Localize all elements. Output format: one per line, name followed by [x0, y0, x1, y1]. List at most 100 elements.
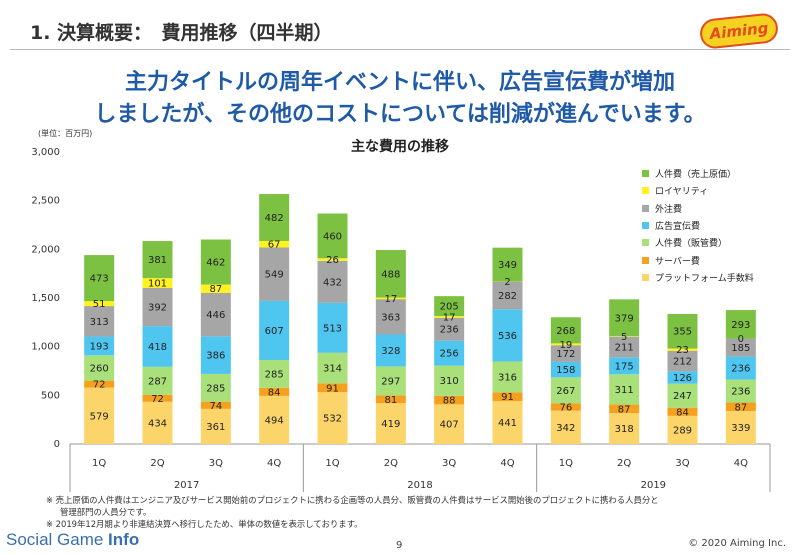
data-label: 0 — [738, 334, 744, 345]
bar-segment — [725, 310, 756, 339]
legend-label: 広告宣伝費 — [655, 222, 701, 233]
data-label: 386 — [206, 351, 225, 362]
bar-segment — [550, 345, 581, 362]
bar-segment — [84, 336, 115, 356]
data-label: 381 — [148, 255, 167, 266]
y-tick-label: 3,000 — [31, 147, 60, 158]
bar-segment — [609, 336, 640, 358]
bar-segment — [434, 316, 465, 318]
y-tick-label: 0 — [54, 439, 60, 450]
bar-segment — [667, 350, 698, 372]
bar-segment — [492, 401, 523, 444]
x-tick-label: 4Q — [734, 458, 748, 469]
data-label: 392 — [148, 303, 167, 314]
data-label: 349 — [498, 260, 517, 271]
bar-segment — [84, 380, 115, 388]
data-label: 579 — [90, 411, 109, 422]
data-label: 101 — [148, 279, 167, 290]
bar-segment — [609, 404, 640, 414]
data-label: 407 — [440, 420, 459, 431]
year-label: 2018 — [407, 480, 432, 491]
data-label: 212 — [673, 357, 692, 368]
data-label: 260 — [90, 363, 109, 374]
bar-segment — [259, 240, 290, 248]
x-tick-label: 2Q — [384, 458, 398, 469]
bar-segment — [84, 255, 115, 302]
data-label: 26 — [326, 255, 339, 266]
legend-swatch — [642, 273, 649, 281]
data-label: 310 — [440, 376, 459, 387]
bar-segment — [667, 407, 698, 416]
legend-item: 人件費（売上原価） — [642, 165, 754, 182]
legend-item: プラットフォーム手数料 — [642, 269, 754, 286]
data-label: 494 — [265, 415, 284, 426]
bar-segment — [317, 302, 348, 353]
bar-segment — [259, 300, 290, 361]
bar-segment — [317, 352, 348, 384]
data-label: 549 — [265, 270, 284, 281]
data-label: 158 — [556, 365, 575, 376]
data-label: 361 — [206, 422, 225, 433]
bar-segment — [200, 239, 231, 285]
chart-title: 主な費用の推移 — [351, 139, 449, 155]
bar-segment — [259, 360, 290, 388]
watermark-regular: Social Game — [6, 530, 109, 549]
data-label: 211 — [615, 343, 634, 354]
data-label: 205 — [440, 302, 459, 313]
data-label: 185 — [731, 343, 750, 354]
data-label: 84 — [676, 407, 689, 418]
bar-segment — [317, 258, 348, 261]
bar-segment — [200, 336, 231, 374]
data-label: 462 — [206, 257, 225, 268]
data-label: 434 — [148, 418, 167, 429]
data-label: 126 — [673, 373, 692, 384]
bar-segment — [375, 395, 406, 404]
bar-segment — [667, 383, 698, 408]
legend-label: サーバー費 — [655, 256, 700, 267]
data-label: 287 — [148, 376, 167, 387]
data-label: 87 — [734, 402, 747, 413]
x-tick-label: 3Q — [209, 458, 223, 469]
bar-segment — [142, 401, 173, 444]
bar-segment — [725, 402, 756, 412]
data-label: 297 — [381, 376, 400, 387]
page-number: 9 — [396, 540, 403, 551]
data-label: 316 — [498, 372, 517, 383]
data-label: 247 — [673, 391, 692, 402]
x-tick-label: 4Q — [267, 458, 281, 469]
data-label: 285 — [206, 383, 225, 394]
bar-segment — [492, 361, 523, 393]
bar-segment — [317, 392, 348, 444]
legend-label: 人件費（販管費） — [655, 239, 728, 250]
year-label: 2019 — [641, 480, 666, 491]
bar-segment — [200, 408, 231, 444]
x-tick-label: 2Q — [617, 458, 631, 469]
chart-legend: 人件費（売上原価） ロイヤリティ 外注費 広告宣伝費 人件費（販管費） サーバー費 プラット… — [642, 165, 754, 286]
bar-segment — [200, 284, 231, 293]
page-title: 1. 決算概要： 費用推移（四半期） — [30, 22, 333, 44]
data-label: 91 — [501, 392, 514, 403]
bar-segment — [84, 301, 115, 307]
bar-segment — [142, 278, 173, 288]
unit-label: (単位：百万円) — [38, 129, 93, 138]
data-label: 76 — [559, 403, 572, 414]
bar-segment — [550, 377, 581, 404]
footnote-1-continued: 管理部門の人員分です。 — [60, 507, 152, 517]
axis-layer: 0 500 1,000 1,500 2,000 2,500 3,000 1Q 2Q 3Q 4Q 1Q 2… — [31, 147, 771, 492]
data-label: 285 — [265, 369, 284, 380]
data-label: 482 — [265, 213, 284, 224]
data-label: 513 — [323, 323, 342, 334]
x-tick-label: 2Q — [150, 458, 164, 469]
data-label: 314 — [323, 364, 342, 375]
data-label: 172 — [556, 349, 575, 360]
data-label: 460 — [323, 231, 342, 242]
bar-segment — [609, 413, 640, 444]
legend-swatch — [642, 170, 649, 178]
bar-segment — [259, 194, 290, 241]
copyright: © 2020 Aiming Inc. — [688, 538, 786, 549]
bar-segment — [492, 247, 523, 282]
bar-segment — [142, 287, 173, 327]
bar-layer — [84, 194, 756, 444]
bar-segment — [667, 348, 698, 351]
bar-segment — [492, 309, 523, 362]
